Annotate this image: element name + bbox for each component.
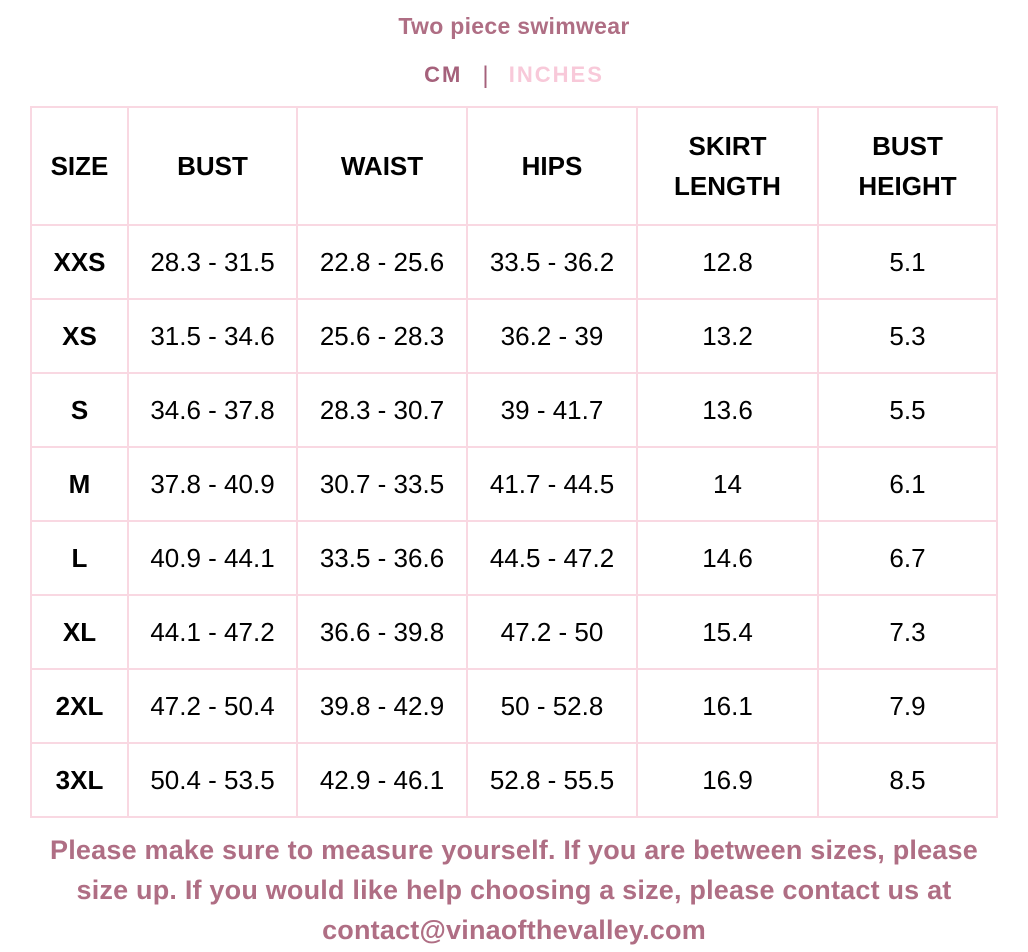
size-note: Please make sure to measure yourself. If…	[0, 830, 1028, 950]
measurement-cell: 22.8 - 25.6	[296, 224, 468, 300]
measurement-cell: 47.2 - 50	[466, 594, 638, 670]
note-line-1: Please make sure to measure yourself. If…	[50, 835, 978, 865]
measurement-cell: 5.1	[817, 224, 998, 300]
column-header-hips: HIPS	[466, 106, 638, 226]
unit-cm-button[interactable]: CM	[424, 62, 463, 87]
table-row: XS 31.5 - 34.6 25.6 - 28.3 36.2 - 39 13.2 5.3	[30, 298, 998, 374]
measurement-cell: 41.7 - 44.5	[466, 446, 638, 522]
measurement-cell: 7.9	[817, 668, 998, 744]
size-label-cell: M	[30, 446, 129, 522]
table-row: XL 44.1 - 47.2 36.6 - 39.8 47.2 - 50 15.4 7.3	[30, 594, 998, 670]
measurement-cell: 14.6	[636, 520, 819, 596]
measurement-cell: 50 - 52.8	[466, 668, 638, 744]
note-line-2: size up. If you would like help choosing…	[76, 875, 952, 905]
column-header-bust-height: BUST HEIGHT	[817, 106, 998, 226]
measurement-cell: 31.5 - 34.6	[127, 298, 298, 374]
unit-inches-button[interactable]: INCHES	[508, 62, 604, 87]
column-header-waist: WAIST	[296, 106, 468, 226]
size-label-cell: XS	[30, 298, 129, 374]
measurement-cell: 30.7 - 33.5	[296, 446, 468, 522]
measurement-cell: 5.3	[817, 298, 998, 374]
measurement-cell: 50.4 - 53.5	[127, 742, 298, 818]
measurement-cell: 44.5 - 47.2	[466, 520, 638, 596]
size-label-cell: L	[30, 520, 129, 596]
table-row: S 34.6 - 37.8 28.3 - 30.7 39 - 41.7 13.6 5.5	[30, 372, 998, 448]
measurement-cell: 52.8 - 55.5	[466, 742, 638, 818]
measurement-cell: 7.3	[817, 594, 998, 670]
measurement-cell: 40.9 - 44.1	[127, 520, 298, 596]
measurement-cell: 6.1	[817, 446, 998, 522]
column-header-size: SIZE	[30, 106, 129, 226]
table-row: L 40.9 - 44.1 33.5 - 36.6 44.5 - 47.2 14.6 6.…	[30, 520, 998, 596]
size-chart-table: SIZE BUST WAIST HIPS SKIRT LENGTH BUST H…	[30, 106, 998, 818]
page-title: Two piece swimwear	[398, 13, 630, 39]
unit-separator: |	[482, 62, 489, 89]
contact-email: contact@vinaofthevalley.com	[322, 915, 706, 945]
measurement-cell: 5.5	[817, 372, 998, 448]
measurement-cell: 28.3 - 31.5	[127, 224, 298, 300]
column-header-skirt-length: SKIRT LENGTH	[636, 106, 819, 226]
size-label-cell: XXS	[30, 224, 129, 300]
column-header-bust: BUST	[127, 106, 298, 226]
measurement-cell: 42.9 - 46.1	[296, 742, 468, 818]
size-label-cell: XL	[30, 594, 129, 670]
measurement-cell: 37.8 - 40.9	[127, 446, 298, 522]
measurement-cell: 36.2 - 39	[466, 298, 638, 374]
unit-toggle: CM | INCHES	[0, 62, 1028, 90]
measurement-cell: 16.1	[636, 668, 819, 744]
measurement-cell: 13.6	[636, 372, 819, 448]
measurement-cell: 25.6 - 28.3	[296, 298, 468, 374]
measurement-cell: 47.2 - 50.4	[127, 668, 298, 744]
table-row: XXS 28.3 - 31.5 22.8 - 25.6 33.5 - 36.2 12.8…	[30, 224, 998, 300]
measurement-cell: 39 - 41.7	[466, 372, 638, 448]
table-row: M 37.8 - 40.9 30.7 - 33.5 41.7 - 44.5 14 6.1	[30, 446, 998, 522]
size-label-cell: S	[30, 372, 129, 448]
measurement-cell: 36.6 - 39.8	[296, 594, 468, 670]
measurement-cell: 33.5 - 36.6	[296, 520, 468, 596]
measurement-cell: 15.4	[636, 594, 819, 670]
measurement-cell: 16.9	[636, 742, 819, 818]
measurement-cell: 6.7	[817, 520, 998, 596]
measurement-cell: 8.5	[817, 742, 998, 818]
measurement-cell: 39.8 - 42.9	[296, 668, 468, 744]
size-label-cell: 3XL	[30, 742, 129, 818]
measurement-cell: 14	[636, 446, 819, 522]
table-row: 3XL 50.4 - 53.5 42.9 - 46.1 52.8 - 55.5 16.9…	[30, 742, 998, 818]
header-row: SIZE BUST WAIST HIPS SKIRT LENGTH BUST H…	[30, 106, 998, 226]
measurement-cell: 28.3 - 30.7	[296, 372, 468, 448]
measurement-cell: 34.6 - 37.8	[127, 372, 298, 448]
measurement-cell: 33.5 - 36.2	[466, 224, 638, 300]
measurement-cell: 13.2	[636, 298, 819, 374]
measurement-cell: 44.1 - 47.2	[127, 594, 298, 670]
measurement-cell: 12.8	[636, 224, 819, 300]
size-label-cell: 2XL	[30, 668, 129, 744]
table-row: 2XL 47.2 - 50.4 39.8 - 42.9 50 - 52.8 16.1 7.…	[30, 668, 998, 744]
